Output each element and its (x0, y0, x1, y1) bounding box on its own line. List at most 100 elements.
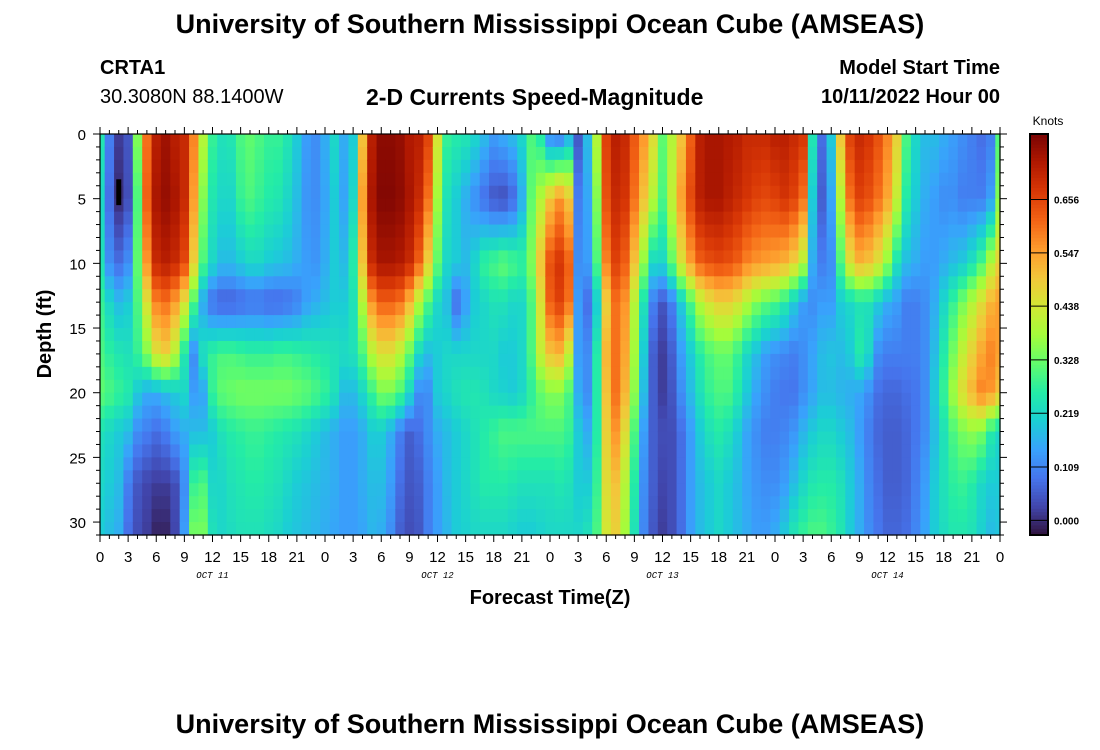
heatmap-cell (610, 224, 621, 239)
heatmap-cell (742, 250, 753, 264)
heatmap-cell (367, 483, 378, 497)
heatmap-cell (254, 457, 265, 471)
heatmap-cell (310, 185, 321, 200)
heatmap-cell (742, 276, 753, 290)
x-axis-label: Forecast Time(Z) (470, 587, 631, 609)
heatmap-cell (376, 379, 387, 394)
heatmap-cell (460, 444, 471, 458)
heatmap-cell (301, 366, 312, 381)
heatmap-cell (939, 470, 950, 484)
heatmap-cell (142, 418, 153, 433)
heatmap-cell (460, 353, 471, 368)
heatmap-cell (976, 366, 987, 381)
heatmap-cell (901, 522, 912, 536)
heatmap-cell (732, 198, 743, 213)
heatmap-cell (639, 224, 650, 239)
heatmap-cell (826, 146, 837, 161)
heatmap-cell (798, 237, 809, 252)
heatmap-cell (657, 146, 668, 161)
heatmap-cell (301, 237, 312, 252)
heatmap-cell (217, 392, 228, 407)
heatmap-cell (404, 366, 415, 381)
heatmap-cell (995, 328, 1001, 342)
heatmap-cell (423, 134, 434, 148)
heatmap-cell (732, 483, 743, 497)
model-start-value: 10/11/2022 Hour 00 (820, 86, 1000, 108)
heatmap-cell (264, 405, 275, 420)
heatmap-cell (985, 224, 996, 239)
heatmap-cell (892, 302, 903, 316)
heatmap-cell (676, 185, 687, 200)
heatmap-cell (507, 185, 518, 200)
heatmap-cell (564, 198, 575, 213)
heatmap-cell (367, 224, 378, 239)
heatmap-cell (826, 509, 837, 523)
colorbar-segment (1030, 408, 1048, 412)
heatmap-cell (198, 289, 209, 303)
heatmap-cell (929, 250, 940, 264)
heatmap-cell (939, 431, 950, 446)
heatmap-cell (151, 224, 162, 239)
heatmap-cell (414, 340, 425, 355)
heatmap-cell (976, 509, 987, 523)
heatmap-cell (929, 405, 940, 420)
heatmap-cell (985, 483, 996, 497)
heatmap-cell (742, 522, 753, 536)
heatmap-cell (798, 289, 809, 303)
heatmap-cell (714, 340, 725, 355)
heatmap-cell (432, 431, 443, 446)
heatmap-cell (770, 134, 781, 148)
heatmap-cell (864, 276, 875, 290)
heatmap-cell (610, 172, 621, 187)
heatmap-cell (132, 328, 143, 342)
heatmap-cell (423, 172, 434, 187)
colorbar-segment (1030, 324, 1048, 329)
colorbar-segment (1030, 214, 1048, 219)
heatmap-cell (414, 315, 425, 329)
heatmap-cell (714, 211, 725, 226)
heatmap-cell (123, 392, 134, 407)
colorbar-segment (1030, 374, 1048, 379)
heatmap-cell (273, 134, 284, 148)
heatmap-cell (817, 496, 828, 510)
heatmap-cell (657, 134, 668, 148)
colorbar-segment (1030, 190, 1048, 195)
heatmap-cell (235, 172, 246, 187)
heatmap-cell (460, 366, 471, 381)
heatmap-cell (901, 444, 912, 458)
heatmap-cell (404, 328, 415, 342)
heatmap-cell (357, 211, 368, 226)
heatmap-cell (995, 392, 1001, 407)
heatmap-cell (657, 198, 668, 213)
heatmap-cell (789, 315, 800, 329)
colorbar-segment (1030, 294, 1048, 299)
heatmap-cell (507, 405, 518, 420)
heatmap-cell (320, 211, 331, 226)
heatmap-cell (498, 134, 509, 148)
heatmap-cell (104, 444, 115, 458)
heatmap-cell (460, 509, 471, 523)
heatmap-cell (770, 328, 781, 342)
heatmap-cell (976, 224, 987, 239)
heatmap-cell (189, 418, 200, 433)
heatmap-cell (385, 289, 396, 303)
heatmap-cell (160, 509, 171, 523)
heatmap-cell (817, 159, 828, 174)
heatmap-cell (170, 444, 181, 458)
heatmap-cell (592, 134, 603, 148)
heatmap-cell (995, 302, 1001, 316)
heatmap-cell (639, 289, 650, 303)
heatmap-cell (329, 522, 340, 536)
heatmap-cell (507, 237, 518, 252)
heatmap-cell (348, 302, 359, 316)
heatmap-cell (100, 366, 106, 381)
colorbar-segment (1030, 367, 1048, 372)
heatmap-cell (592, 470, 603, 484)
heatmap-cell (985, 211, 996, 226)
heatmap-cell (104, 509, 115, 523)
heatmap-cell (235, 418, 246, 433)
heatmap-cell (648, 366, 659, 381)
heatmap-cell (601, 276, 612, 290)
heatmap-cell (526, 522, 537, 536)
heatmap-cell (873, 431, 884, 446)
